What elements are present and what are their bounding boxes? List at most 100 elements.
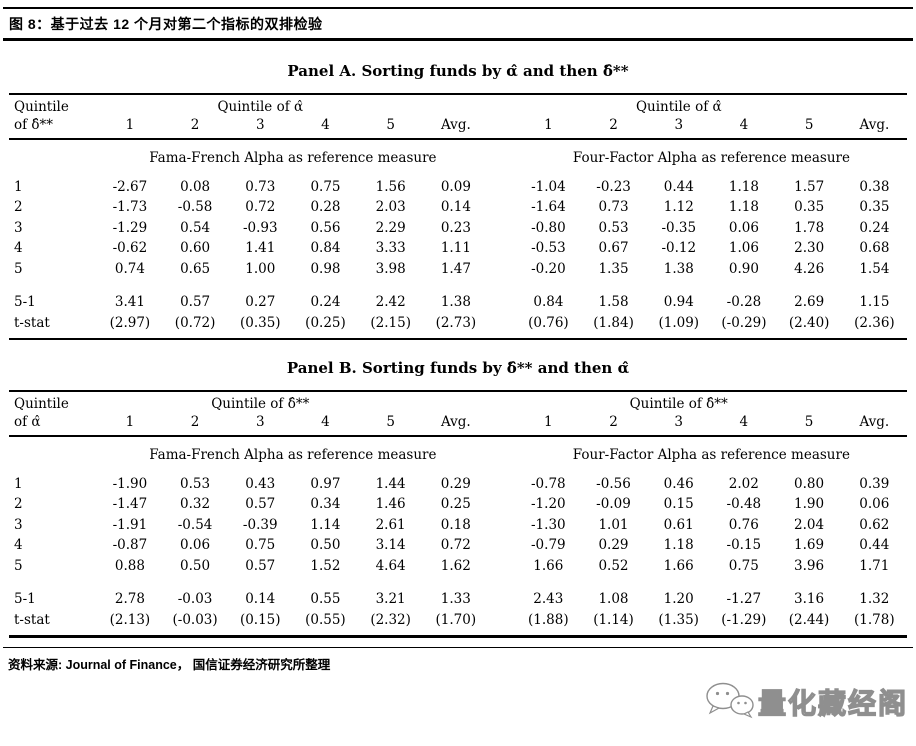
data-cell: 0.75 (310, 178, 341, 195)
data-cell: (1.78) (854, 611, 895, 628)
data-cell: 0.57 (245, 557, 276, 574)
data-cell: (2.32) (370, 611, 411, 628)
panel-b-table: Quintile Quintile of δ̂** Quintile of δ̂… (9, 390, 907, 639)
subheader-spacer (9, 139, 97, 176)
data-cell: 0.60 (180, 240, 211, 257)
data-cell: -0.20 (531, 260, 566, 277)
data-cell: -0.58 (177, 199, 213, 216)
column-group-header-right: Quintile of α̂ (635, 99, 722, 115)
data-cell: 1.18 (663, 537, 694, 554)
data-cell: 1.78 (794, 219, 825, 236)
col-header: 5 (358, 115, 424, 141)
col-header: 5 (358, 412, 424, 438)
data-cell: -0.09 (596, 496, 631, 513)
col-header: 1 (515, 412, 581, 438)
data-cell: 2.03 (375, 199, 406, 216)
data-cell: -0.87 (112, 537, 148, 554)
data-cell: 1.35 (598, 260, 629, 277)
data-cell: 1.57 (794, 178, 825, 195)
column-spacer (488, 536, 515, 557)
data-cell: 0.67 (598, 240, 629, 257)
data-cell: -0.80 (531, 219, 566, 236)
column-group-header-left: Quintile of δ̂** (211, 396, 310, 413)
data-cell: (0.15) (239, 611, 281, 628)
data-cell: -0.12 (661, 240, 697, 257)
data-cell: 3.41 (114, 294, 145, 311)
data-cell: 0.72 (440, 537, 471, 554)
data-cell: 1.52 (310, 557, 341, 574)
row-label-header: of α̂ (9, 412, 98, 438)
data-cell: (1.35) (658, 611, 699, 628)
watermark: 量化藏经阁 (704, 681, 908, 723)
data-cell: 1.32 (859, 591, 890, 608)
table-row: 1 -2.67 0.08 0.73 0.75 1.56 0.09 -1.04 -0.23 0.44… (9, 176, 907, 199)
data-cell: 1.08 (598, 591, 629, 608)
data-cell: 3.33 (375, 240, 406, 257)
data-cell: (2.40) (788, 314, 830, 331)
data-cell: -1.91 (112, 516, 148, 533)
data-cell: (1.84) (593, 314, 634, 331)
subheader-spacer (9, 436, 97, 473)
table-header-row: Quintile Quintile of δ̂** Quintile of δ̂… (9, 391, 907, 413)
row-label-header: of δ̂** (9, 115, 98, 141)
header-spacer (842, 391, 907, 413)
data-cell: (2.36) (854, 314, 895, 331)
row-label: 4 (14, 537, 23, 554)
data-cell: 0.28 (310, 199, 341, 216)
data-cell: 0.52 (598, 557, 629, 574)
col-header: 3 (227, 115, 293, 141)
data-cell: 3.96 (794, 557, 825, 574)
column-spacer (488, 436, 515, 473)
data-cell: 1.69 (794, 537, 825, 554)
data-cell: 2.43 (533, 591, 564, 608)
data-cell: 3.14 (375, 537, 406, 554)
data-cell: 1.66 (663, 557, 694, 574)
col-header: 1 (515, 115, 581, 141)
table-row: 3 -1.29 0.54 -0.93 0.56 2.29 0.23 -0.80 0.53 -0.3… (9, 219, 907, 240)
data-cell: (0.35) (239, 314, 281, 331)
data-cell: (2.97) (109, 314, 151, 331)
data-cell: -0.15 (726, 537, 762, 554)
col-header: 4 (711, 115, 777, 141)
column-spacer (488, 94, 515, 116)
data-cell: 2.30 (794, 240, 825, 257)
data-cell: 1.14 (310, 516, 341, 533)
data-cell: 1.20 (663, 591, 694, 608)
row-label: t-stat (14, 611, 50, 628)
data-cell: 2.78 (114, 591, 145, 608)
data-cell: 1.11 (440, 240, 471, 257)
table-header-row: of δ̂** 1 2 3 4 5 Avg. 1 2 3 4 5 Avg. (9, 115, 907, 141)
panel-a-title: Panel A. Sorting funds by α̂ and then δ̂… (287, 62, 629, 80)
row-label: 5 (14, 557, 23, 574)
table-header-row: Quintile Quintile of α̂ Quintile of α̂ (9, 94, 907, 116)
data-cell: 0.57 (245, 496, 276, 513)
row-label: 2 (14, 496, 23, 513)
data-cell: 4.64 (375, 557, 406, 574)
data-cell: 1.66 (533, 557, 564, 574)
data-cell: (1.88) (528, 611, 569, 628)
data-cell: 0.56 (310, 219, 341, 236)
data-cell: -2.67 (112, 178, 148, 195)
col-header: Avg. (841, 115, 907, 141)
column-spacer (488, 239, 515, 260)
data-cell: 0.97 (310, 475, 341, 492)
col-header: 4 (711, 412, 777, 438)
table-row: 2 -1.47 0.32 0.57 0.34 1.46 0.25 -1.20 -0.09 0.15… (9, 495, 907, 516)
data-cell: -1.30 (531, 516, 566, 533)
data-cell: 0.50 (310, 537, 341, 554)
col-header: 3 (646, 412, 712, 438)
table-row: t-stat (2.13) (-0.03) (0.15) (0.55) (2.32) (1.… (9, 611, 907, 637)
data-cell: -1.20 (531, 496, 566, 513)
data-cell: 0.98 (310, 260, 341, 277)
data-cell: 1.00 (245, 260, 276, 277)
data-cell: 0.24 (859, 219, 890, 236)
data-cell: (2.13) (109, 611, 151, 628)
data-cell: 2.61 (375, 516, 406, 533)
panel-b-tbody: Fama-French Alpha as reference measure F… (9, 436, 907, 637)
data-cell: 0.15 (663, 496, 694, 513)
data-cell: 0.53 (180, 475, 211, 492)
data-cell: 1.15 (859, 294, 890, 311)
row-label: 1 (14, 475, 23, 492)
data-cell: 0.14 (245, 591, 276, 608)
data-cell: -0.62 (112, 240, 148, 257)
